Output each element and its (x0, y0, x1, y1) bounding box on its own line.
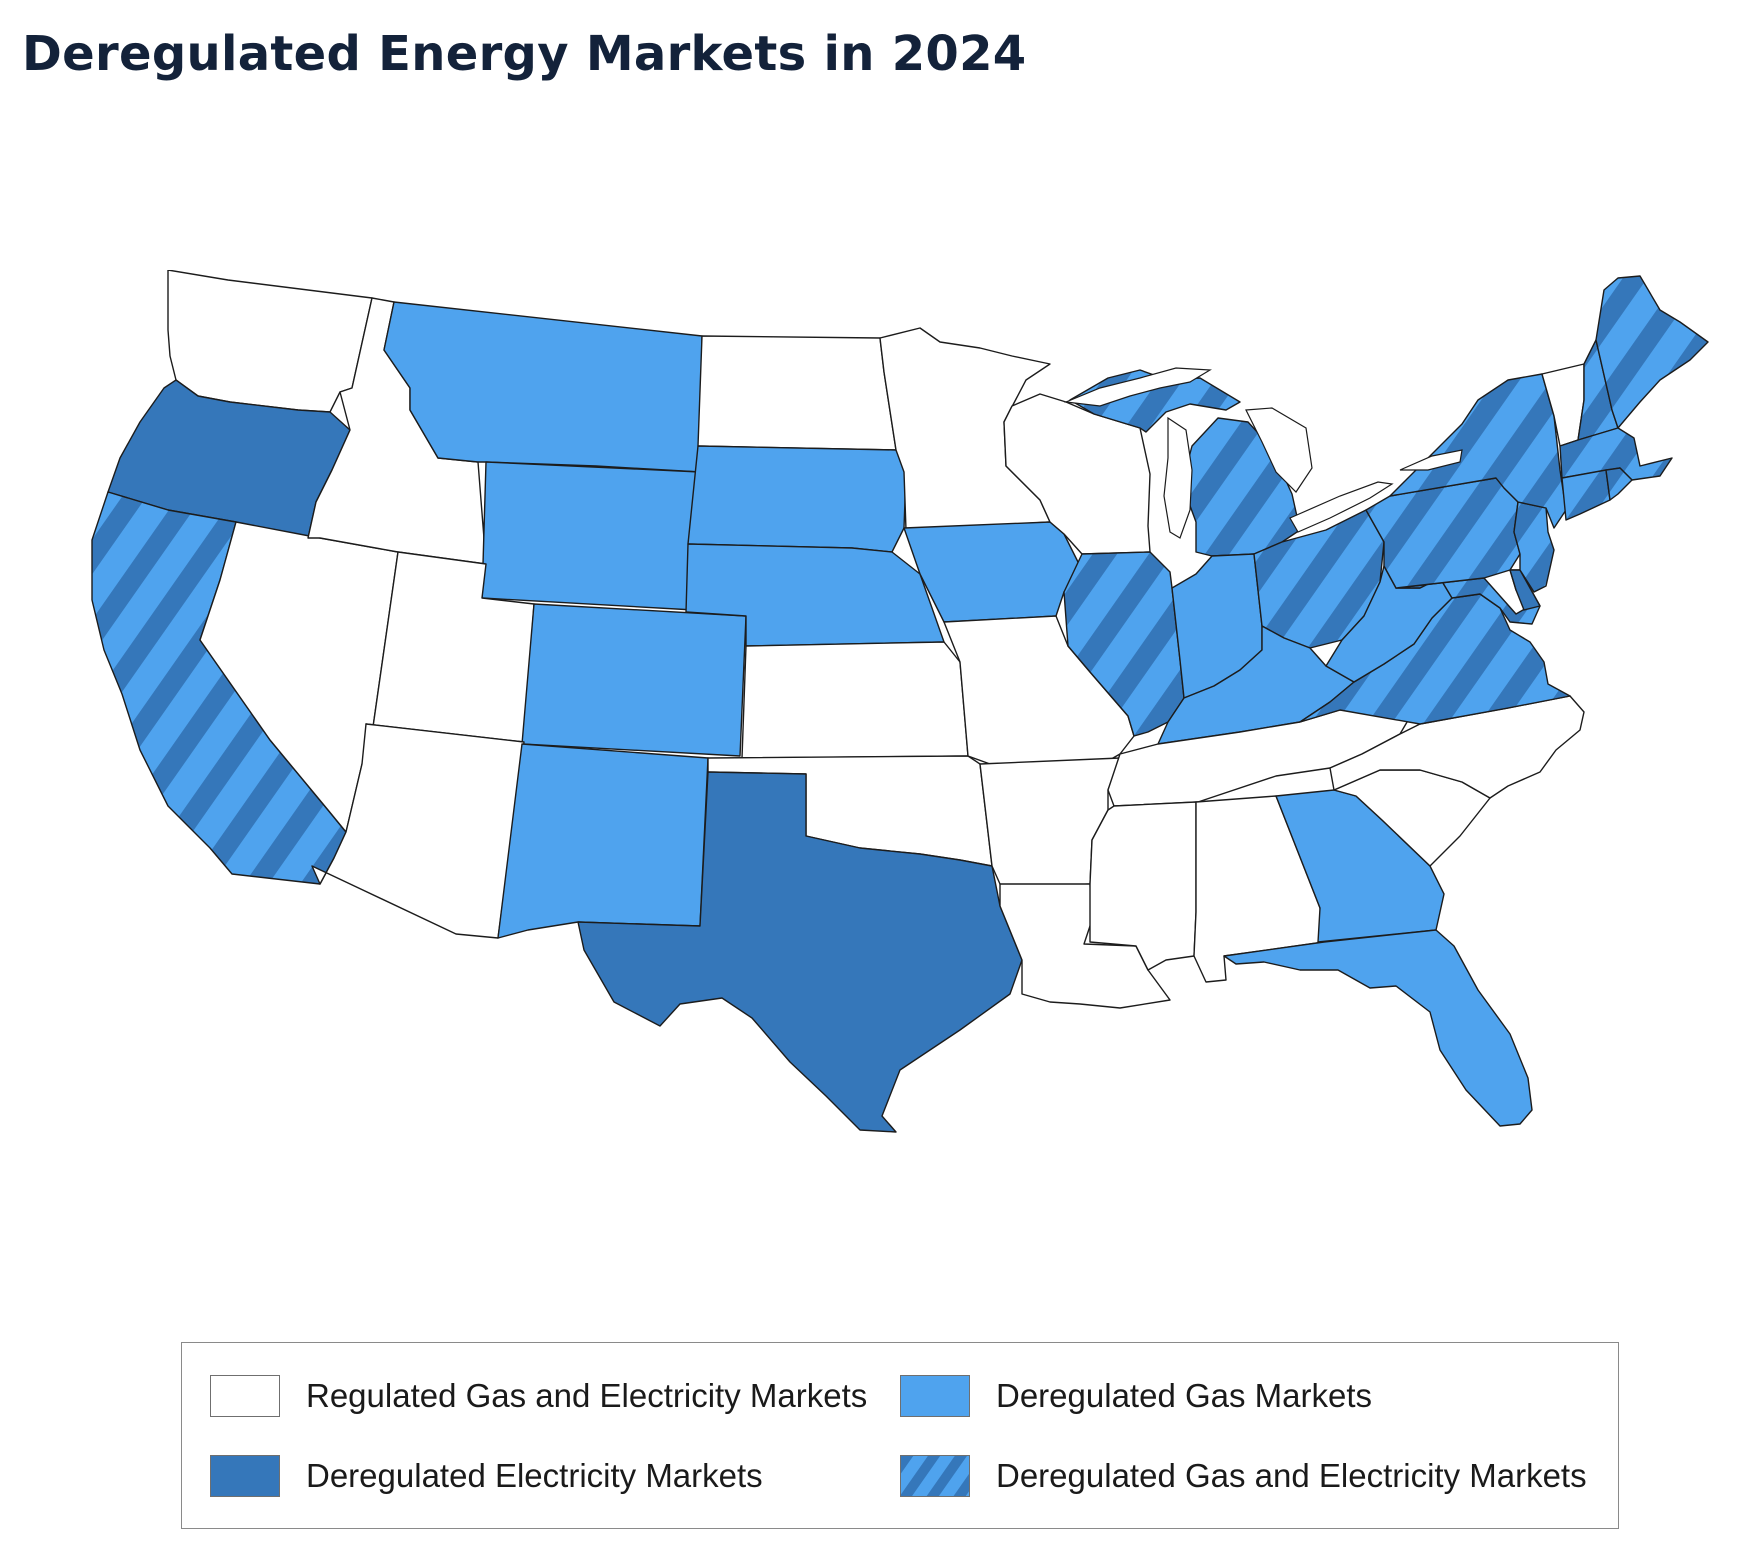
state-nc (1329, 695, 1585, 799)
state-mo (943, 615, 1135, 765)
lake-ontario (1399, 449, 1463, 471)
state-ct (1561, 469, 1611, 521)
lake-erie (1289, 481, 1394, 533)
state-co (521, 603, 747, 757)
legend-item-gas: Deregulated Gas Markets (900, 1375, 1372, 1417)
state-mt (383, 301, 703, 473)
legend-item-regulated: Regulated Gas and Electricity Markets (210, 1375, 867, 1417)
us-map (0, 270, 1758, 1300)
state-nj (1513, 501, 1555, 593)
legend-swatch-gas (900, 1375, 970, 1417)
lake-superior (1063, 367, 1212, 407)
state-ri (1605, 467, 1633, 501)
legend-item-both: Deregulated Gas and Electricity Markets (900, 1455, 1587, 1497)
map-legend: Regulated Gas and Electricity Markets De… (181, 1342, 1619, 1529)
state-nm (497, 743, 709, 939)
state-nd (697, 335, 897, 451)
legend-label-electricity: Deregulated Electricity Markets (306, 1457, 763, 1494)
legend-label-gas: Deregulated Gas Markets (996, 1377, 1373, 1414)
legend-label-both: Deregulated Gas and Electricity Markets (996, 1457, 1587, 1494)
page-title: Deregulated Energy Markets in 2024 (22, 26, 1027, 82)
lake-huron (1245, 407, 1313, 493)
legend-swatch-electricity (210, 1455, 280, 1497)
state-il (1063, 551, 1185, 737)
state-pa (1365, 477, 1521, 589)
state-tx (577, 771, 1023, 1133)
us-map-svg (91, 270, 1709, 1133)
state-ks (741, 641, 969, 759)
state-me (1595, 275, 1709, 429)
state-wa (167, 270, 373, 413)
state-sd (687, 445, 907, 553)
state-wy (481, 461, 701, 611)
state-fl (1223, 929, 1533, 1127)
lake-michigan (1163, 416, 1193, 539)
legend-swatch-regulated (210, 1375, 280, 1417)
legend-label-regulated: Regulated Gas and Electricity Markets (306, 1377, 868, 1414)
state-ny (1389, 373, 1567, 529)
legend-item-electricity: Deregulated Electricity Markets (210, 1455, 763, 1497)
legend-swatch-both (900, 1455, 970, 1497)
